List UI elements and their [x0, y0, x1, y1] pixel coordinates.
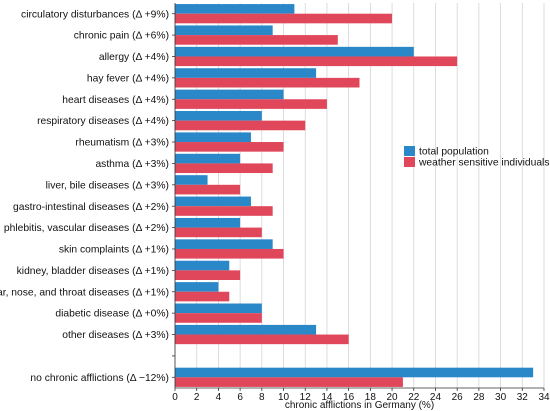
category-label-1: chronic pain (Δ +6%) — [74, 31, 169, 42]
axes — [174, 3, 544, 389]
bar-1-series-0 — [175, 25, 273, 36]
legend-swatch-1 — [404, 157, 415, 167]
bar-5-series-1 — [175, 120, 306, 131]
category-label-14: diabetic disease (Δ +0%) — [55, 309, 169, 320]
bar-0-series-1 — [175, 13, 393, 24]
category-label-8: liver, bile diseases (Δ +3%) — [46, 180, 169, 191]
bar-3-series-0 — [175, 68, 317, 78]
category-label-0: circulatory disturbances (Δ +9%) — [21, 9, 169, 20]
x-tick-label-12: 24 — [430, 392, 442, 403]
x-tick-label-5: 10 — [278, 392, 290, 403]
legend-label-1: weather sensitive individuals — [418, 158, 550, 169]
x-tick-label-2: 4 — [216, 392, 222, 403]
category-labels: circulatory disturbances (Δ +9%) chronic … — [0, 9, 175, 384]
bar-7-series-0 — [175, 153, 241, 164]
bar-5-series-0 — [175, 111, 262, 121]
bar-10-series-0 — [175, 217, 241, 228]
bar-12-series-1 — [175, 270, 241, 280]
x-tick-label-0: 0 — [172, 392, 178, 403]
bar-13-series-0 — [175, 282, 219, 292]
x-axis-title: chronic afflictions in Germany (%) — [285, 400, 434, 411]
legend-label-0: total population — [419, 147, 489, 158]
x-tick-label-17: 34 — [538, 392, 550, 403]
bar-2-series-1 — [175, 56, 458, 67]
category-label-9: gastro-intestinal diseases (Δ +2%) — [13, 202, 169, 213]
x-tick-label-14: 28 — [473, 392, 485, 403]
bar-9-series-0 — [175, 196, 251, 207]
bar-15-series-0 — [175, 324, 317, 335]
bar-6-series-0 — [175, 132, 251, 143]
x-tick-label-7: 14 — [321, 392, 333, 403]
category-label-2: allergy (Δ +4%) — [99, 52, 169, 63]
x-tick-label-11: 22 — [408, 392, 420, 403]
x-tick-label-15: 30 — [495, 392, 507, 403]
bar-2-series-0 — [175, 46, 414, 57]
category-label-10: phlebitis, vascular diseases (Δ +2%) — [4, 223, 169, 234]
x-tick-label-16: 32 — [517, 392, 529, 403]
x-tick-label-3: 6 — [237, 392, 243, 403]
category-label-3: hay fever (Δ +4%) — [87, 73, 169, 84]
bar-17-series-0 — [175, 367, 534, 378]
bar-3-series-1 — [175, 77, 360, 88]
bar-7-series-1 — [175, 163, 273, 174]
bar-4-series-0 — [175, 89, 284, 100]
bar-9-series-1 — [175, 206, 273, 216]
category-label-15: other diseases (Δ +3%) — [62, 330, 169, 341]
x-tick-label-8: 16 — [343, 392, 355, 403]
x-tick-labels: 0 2 4 6 8 10 12 14 16 18 20 22 24 26 28 30 32 34 — [172, 388, 550, 403]
category-label-11: skin complaints (Δ +1%) — [59, 245, 169, 256]
x-tick-label-4: 8 — [259, 392, 265, 403]
grid — [174, 3, 545, 388]
x-tick-label-10: 20 — [386, 392, 398, 403]
bar-14-series-1 — [175, 313, 262, 323]
legend-swatch-0 — [404, 146, 415, 156]
bar-15-series-1 — [175, 334, 349, 345]
category-label-4: heart diseases (Δ +4%) — [62, 95, 169, 106]
bar-17-series-1 — [175, 377, 403, 387]
category-label-5: respiratory diseases (Δ +4%) — [37, 116, 169, 127]
bar-14-series-0 — [175, 303, 262, 314]
bar-12-series-0 — [175, 260, 230, 271]
bar-8-series-0 — [175, 175, 208, 185]
bar-10-series-1 — [175, 227, 262, 238]
x-tick-label-6: 12 — [300, 392, 312, 403]
category-label-12: kidney, bladder diseases (Δ +1%) — [17, 266, 169, 277]
category-label-6: rheumatism (Δ +3%) — [75, 138, 169, 149]
category-label-17: no chronic afflictions (Δ −12%) — [30, 373, 169, 384]
bar-8-series-1 — [175, 184, 241, 195]
category-label-13: ear, nose, and throat diseases (Δ +1%) — [0, 287, 169, 298]
bar-4-series-1 — [175, 99, 327, 109]
bar-1-series-1 — [175, 35, 338, 45]
category-label-7: asthma (Δ +3%) — [95, 159, 169, 170]
bar-6-series-1 — [175, 142, 284, 152]
bar-0-series-0 — [175, 4, 295, 14]
bar-11-series-1 — [175, 248, 284, 259]
bar-11-series-0 — [175, 239, 273, 249]
bars — [175, 4, 534, 387]
bar-13-series-1 — [175, 291, 230, 302]
x-tick-label-1: 2 — [194, 392, 200, 403]
x-tick-label-13: 26 — [452, 392, 464, 403]
x-tick-label-9: 18 — [365, 392, 377, 403]
